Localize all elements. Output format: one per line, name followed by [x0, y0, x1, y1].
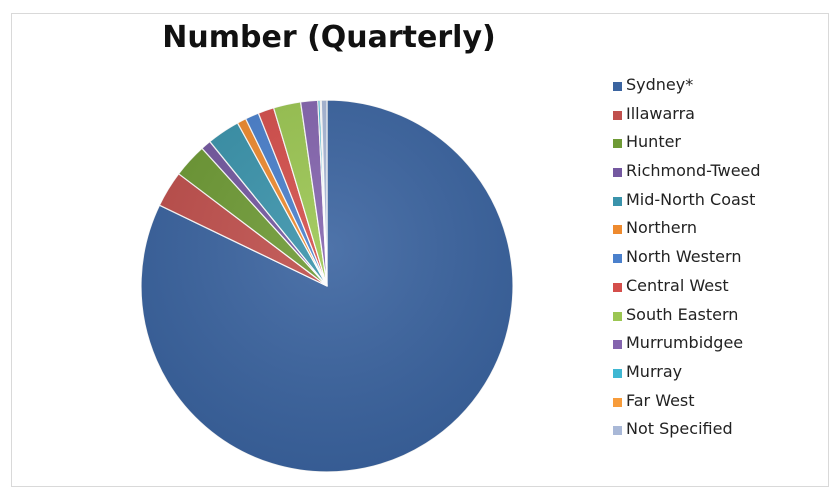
legend-label: South Eastern [626, 305, 738, 324]
legend-item: North Western [613, 245, 825, 274]
legend-item: Far West [613, 389, 825, 418]
legend-item: Illawarra [613, 102, 825, 131]
legend-swatch [613, 111, 622, 120]
legend-label: Hunter [626, 132, 681, 151]
legend-label: Sydney* [626, 75, 693, 94]
legend-swatch [613, 168, 622, 177]
legend-swatch [613, 254, 622, 263]
legend-swatch [613, 369, 622, 378]
legend-item: Murray [613, 360, 825, 389]
legend-item: Hunter [613, 130, 825, 159]
legend-label: Not Specified [626, 419, 733, 438]
legend-swatch [613, 139, 622, 148]
legend-item: Richmond-Tweed [613, 159, 825, 188]
legend-swatch [613, 426, 622, 435]
legend-item: South Eastern [613, 303, 825, 332]
legend-item: Sydney* [613, 73, 825, 102]
legend-item: Murrumbidgee [613, 331, 825, 360]
legend-swatch [613, 283, 622, 292]
legend-label: Murrumbidgee [626, 333, 743, 352]
legend-label: Far West [626, 391, 695, 410]
legend-item: Mid-North Coast [613, 188, 825, 217]
legend-label: Northern [626, 218, 697, 237]
legend-label: Mid-North Coast [626, 190, 755, 209]
legend-swatch [613, 225, 622, 234]
legend-label: Central West [626, 276, 729, 295]
legend-swatch [613, 398, 622, 407]
legend-swatch [613, 82, 622, 91]
legend-item: Not Specified [613, 417, 825, 446]
legend-item: Northern [613, 216, 825, 245]
legend: Sydney* Illawarra Hunter Richmond-Tweed Mid-… [613, 73, 825, 446]
legend-label: Murray [626, 362, 682, 381]
legend-swatch [613, 340, 622, 349]
legend-label: Richmond-Tweed [626, 161, 761, 180]
legend-swatch [613, 197, 622, 206]
legend-swatch [613, 312, 622, 321]
legend-label: Illawarra [626, 104, 695, 123]
legend-label: North Western [626, 247, 741, 266]
legend-item: Central West [613, 274, 825, 303]
